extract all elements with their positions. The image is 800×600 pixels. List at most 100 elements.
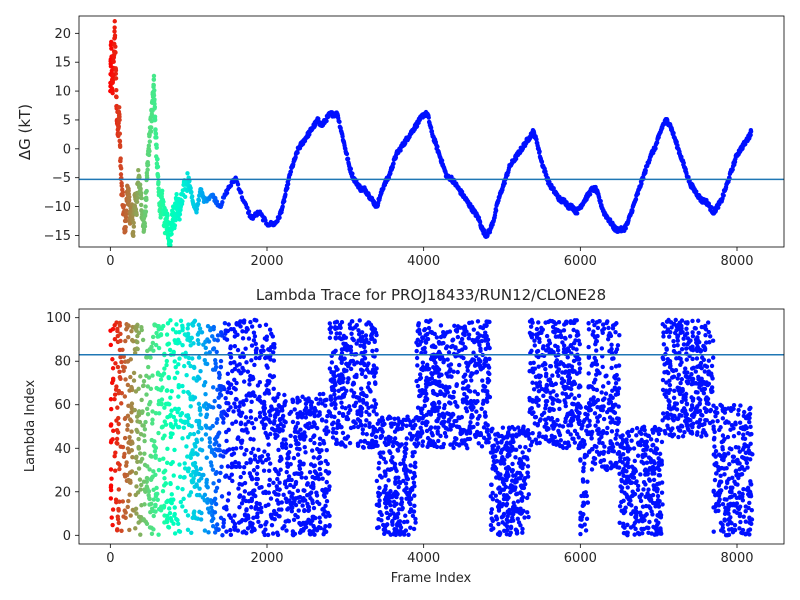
bottom-point [281,492,286,498]
bottom-point [452,323,457,329]
bottom-point [196,341,201,346]
top-fill-point [139,195,144,201]
bottom-point [311,514,316,520]
bottom-point [466,336,472,341]
bottom-point [437,356,443,361]
bottom-point [108,422,114,427]
bottom-point [173,418,178,423]
bottom-point [455,369,460,375]
bottom-point [188,432,193,437]
bottom-point [433,354,439,360]
bottom-point [211,324,216,330]
bottom-point [221,454,226,459]
bottom-point [153,504,158,509]
bottom-point [164,519,170,525]
bottom-point [449,394,455,400]
bottom-point [268,461,273,466]
bottom-point [204,455,209,460]
bottom-point [249,450,254,456]
y-tick-label: 20 [54,27,71,42]
bottom-point [373,401,379,407]
bottom-point [172,359,177,364]
bottom-point [339,347,345,352]
bottom-point [118,444,123,449]
top-fill-point [653,146,658,151]
bottom-point [190,479,196,484]
bottom-point [459,336,465,342]
bottom-point [255,476,260,482]
bottom-point [129,448,134,453]
bottom-point [119,528,124,534]
bottom-point [151,348,156,353]
bottom-point [518,464,523,469]
bottom-point [168,497,174,502]
bottom-point [498,461,503,466]
bottom-point [238,371,243,376]
top-fill-point [435,144,440,149]
bottom-point [452,399,458,405]
top-fill-point [124,208,129,213]
bottom-point [339,400,344,405]
bottom-point [109,515,114,520]
bottom-point [451,445,456,451]
bottom-point [454,403,459,408]
bottom-point [318,397,323,402]
bottom-point [480,325,486,331]
bottom-point [252,488,257,493]
bottom-point [415,337,421,343]
top-fill-point [679,154,684,160]
bottom-point [257,380,263,385]
top-fill-point [342,145,348,151]
top-fill-point [228,183,234,188]
bottom-point [361,445,366,450]
bottom-point [438,334,444,340]
top-fill-point [145,162,151,168]
bottom-point [413,520,418,525]
bottom-point [125,413,131,419]
bottom-point [220,533,225,538]
top-fill-point [388,171,393,176]
bottom-point [216,443,222,448]
bottom-point [135,459,140,464]
bottom-point [127,527,132,533]
bottom-point [561,328,567,333]
bottom-point [510,518,516,523]
bottom-point [285,507,290,512]
bottom-point [357,398,362,403]
bottom-point [420,406,425,412]
bottom-point [324,431,329,437]
bottom-point [108,342,114,348]
bottom-point [176,362,181,367]
top-fill-point [346,161,352,167]
bottom-point [428,425,434,430]
bottom-point [413,460,418,465]
bottom-point [123,510,128,515]
bottom-point [108,496,114,501]
bottom-point [363,423,368,428]
bottom-point [184,444,189,449]
bottom-point [404,476,410,481]
top-fill-point [246,209,252,214]
bottom-point [248,408,253,414]
bottom-point [333,335,338,340]
top-fill-point [263,218,268,223]
bottom-point [371,374,377,379]
top-fill-point [152,88,157,93]
bottom-point [513,455,518,460]
bottom-point [267,477,272,483]
bottom-point [151,469,156,474]
bottom-point [312,526,318,531]
bottom-point [194,439,200,445]
bottom-point [295,415,301,420]
bottom-point [144,475,150,481]
bottom-point [147,496,152,502]
bottom-point [435,392,440,398]
bottom-point [333,396,338,401]
bottom-point [112,453,117,459]
bottom-point [244,507,249,512]
bottom-point [191,513,197,519]
bottom-point [323,523,328,529]
bottom-point [415,383,421,389]
bottom-point [167,414,172,419]
bottom-point [448,442,453,447]
